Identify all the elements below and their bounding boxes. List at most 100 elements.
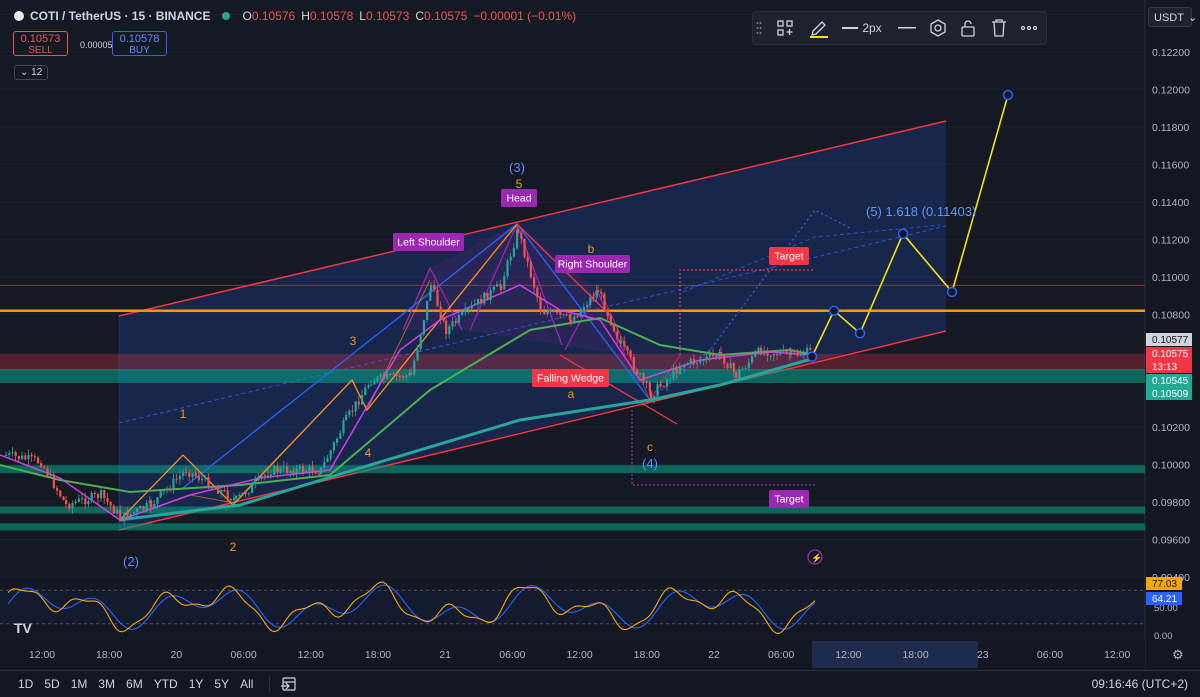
candle bbox=[620, 340, 623, 344]
range-1y[interactable]: 1Y bbox=[188, 677, 204, 691]
candle bbox=[586, 305, 589, 308]
open-value: 0.10576 bbox=[251, 9, 296, 23]
high-value: 0.10578 bbox=[309, 9, 354, 23]
left-shoulder-label-box[interactable] bbox=[393, 233, 464, 251]
candle bbox=[302, 466, 305, 473]
settings-icon[interactable]: ⚙ bbox=[1172, 647, 1184, 662]
channel-bottom-line[interactable] bbox=[118, 330, 947, 531]
osc-tick: 50.00 bbox=[1154, 603, 1178, 614]
range-5y[interactable]: 5Y bbox=[214, 677, 230, 691]
candle bbox=[226, 490, 229, 500]
wedge-lower-line[interactable] bbox=[559, 354, 678, 425]
candle bbox=[77, 498, 80, 502]
projection-node[interactable] bbox=[806, 351, 818, 362]
templates-icon[interactable] bbox=[765, 11, 805, 45]
candle bbox=[81, 498, 84, 500]
target-top-label-text: Target bbox=[774, 251, 803, 263]
channel-top-line[interactable] bbox=[118, 120, 947, 317]
buy-button[interactable]: 0.10578 BUY bbox=[112, 31, 167, 56]
candle bbox=[56, 487, 59, 491]
right-shoulder-label-box[interactable] bbox=[555, 255, 630, 273]
candle bbox=[744, 368, 747, 370]
candle bbox=[552, 309, 555, 312]
projection-node[interactable] bbox=[854, 327, 866, 339]
impulse-trend-line[interactable] bbox=[182, 223, 518, 489]
candle bbox=[769, 355, 772, 357]
candle bbox=[37, 457, 40, 464]
right-shoulder-pattern[interactable] bbox=[564, 288, 626, 356]
candle bbox=[589, 297, 592, 306]
osc-main-line[interactable] bbox=[7, 581, 816, 635]
pencil-color-icon[interactable] bbox=[805, 11, 833, 45]
currency-select[interactable]: USDT ⌄ bbox=[1148, 7, 1197, 27]
candle bbox=[546, 311, 549, 314]
candle bbox=[718, 352, 721, 358]
lock-icon[interactable] bbox=[953, 11, 983, 45]
candle bbox=[639, 373, 642, 375]
range-3m[interactable]: 3M bbox=[98, 677, 116, 691]
candle bbox=[592, 297, 595, 299]
projection-dotted[interactable] bbox=[649, 209, 851, 401]
candle bbox=[210, 487, 213, 489]
ma-200-line[interactable] bbox=[118, 356, 816, 522]
candle bbox=[139, 506, 142, 509]
candle bbox=[613, 324, 616, 332]
candle bbox=[93, 492, 96, 494]
projection-path[interactable] bbox=[811, 94, 1009, 357]
indicators-toggle[interactable]: ⌄ 12 bbox=[14, 65, 49, 80]
left-shoulder-pattern[interactable] bbox=[402, 266, 463, 331]
candle bbox=[11, 452, 14, 454]
sell-button[interactable]: 0.10573 SELL bbox=[13, 31, 68, 56]
support-zone-3 bbox=[0, 506, 1145, 514]
open-label: O bbox=[242, 9, 252, 23]
spread-value: 0.00005 bbox=[80, 40, 113, 50]
correction-line[interactable] bbox=[516, 223, 651, 401]
candle bbox=[194, 473, 197, 477]
lightning-icon: ⚡ bbox=[811, 552, 822, 564]
projection-node[interactable] bbox=[1002, 89, 1014, 101]
candle bbox=[738, 369, 741, 378]
symbol-title[interactable]: COTI / TetherUS · 15 · BINANCE bbox=[30, 9, 211, 23]
candle bbox=[402, 376, 405, 378]
target-bottom-label-box[interactable] bbox=[769, 490, 809, 508]
range-1d[interactable]: 1D bbox=[18, 677, 34, 691]
projection-node[interactable] bbox=[946, 286, 958, 298]
falling-wedge-label-box[interactable] bbox=[532, 369, 609, 387]
range-5d[interactable]: 5D bbox=[44, 677, 60, 691]
range-1m[interactable]: 1M bbox=[70, 677, 88, 691]
right-shoulder-label-text: Right Shoulder bbox=[558, 259, 628, 271]
ma-50-line[interactable] bbox=[0, 316, 816, 494]
target-top-label-box[interactable] bbox=[769, 247, 809, 265]
osc-signal-line[interactable] bbox=[7, 584, 816, 630]
more-icon[interactable] bbox=[1015, 11, 1043, 45]
candle bbox=[109, 501, 112, 506]
candle bbox=[751, 356, 754, 363]
projection-dashed[interactable] bbox=[682, 224, 941, 293]
candle bbox=[559, 312, 562, 315]
goto-date-icon[interactable] bbox=[269, 675, 297, 693]
candle bbox=[345, 415, 348, 421]
line-width-button[interactable]: 2px bbox=[833, 11, 891, 45]
candle bbox=[419, 334, 422, 350]
projection-node[interactable] bbox=[897, 228, 909, 240]
trash-icon[interactable] bbox=[983, 11, 1015, 45]
range-all[interactable]: All bbox=[240, 677, 254, 691]
line-style-icon[interactable] bbox=[891, 11, 923, 45]
head-label-box[interactable] bbox=[501, 189, 537, 207]
settings-icon[interactable] bbox=[923, 11, 953, 45]
candle bbox=[549, 309, 552, 312]
projection-label: (5) 1.618 (0.11403) bbox=[866, 204, 976, 219]
candle bbox=[373, 381, 376, 385]
range-6m[interactable]: 6M bbox=[126, 677, 143, 691]
candle bbox=[178, 475, 181, 480]
candle bbox=[517, 229, 520, 233]
drag-handle-icon[interactable] bbox=[753, 11, 765, 45]
candle bbox=[5, 454, 8, 456]
candle bbox=[689, 359, 692, 365]
alert-icon[interactable] bbox=[807, 549, 823, 565]
candle bbox=[416, 349, 419, 361]
projection-node[interactable] bbox=[828, 305, 840, 316]
candle bbox=[436, 289, 439, 307]
range-ytd[interactable]: YTD bbox=[153, 677, 178, 691]
